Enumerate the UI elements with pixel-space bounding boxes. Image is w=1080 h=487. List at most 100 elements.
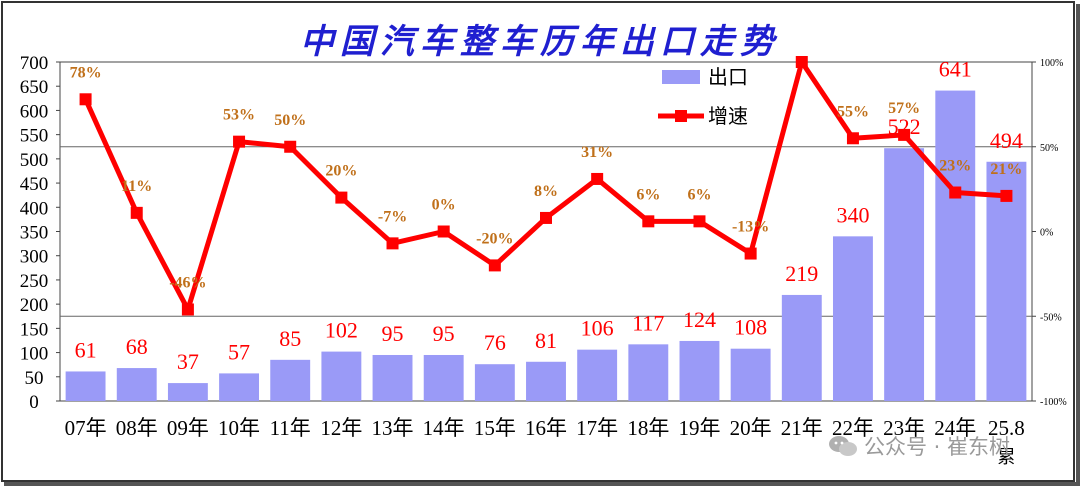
left-tick-label: 300 [20, 247, 49, 268]
bar [219, 373, 260, 401]
growth-marker [437, 225, 450, 238]
growth-label: 21% [990, 161, 1022, 178]
bar-value-label: 61 [75, 337, 97, 362]
bar-value-label: 81 [535, 328, 557, 353]
x-tick-label: 24年 [934, 416, 976, 440]
x-tick-label: 07年 [65, 416, 107, 440]
bar [270, 359, 311, 401]
growth-label: 57% [888, 100, 920, 117]
growth-label: 31% [581, 144, 613, 161]
legend-swatch-bar [662, 70, 700, 84]
bar-value-label: 95 [433, 321, 455, 346]
growth-label: 50% [274, 112, 306, 129]
growth-marker [591, 172, 604, 185]
growth-marker [79, 93, 92, 106]
growth-label: 53% [223, 107, 255, 124]
legend-label-line: 增速 [708, 105, 748, 128]
growth-label: -20% [476, 230, 513, 247]
bar [423, 354, 464, 401]
watermark-text: 公众号 · 崔东树 [864, 435, 1011, 459]
right-tick-label: 0% [1040, 228, 1053, 239]
x-tick-label: 20年 [730, 416, 772, 440]
left-tick-label: 600 [20, 101, 49, 122]
x-tick-label: 25.8 [988, 416, 1025, 440]
growth-marker [744, 247, 757, 260]
bar [372, 354, 413, 401]
x-tick-label: 11年 [270, 416, 311, 440]
x-tick-label: 23年 [883, 416, 925, 440]
growth-marker [284, 140, 297, 153]
bar-value-label: 95 [382, 321, 404, 346]
bar-value-label: 494 [990, 128, 1023, 153]
bar-value-label: 106 [581, 316, 614, 341]
left-tick-label: 50 [25, 368, 44, 389]
x-tick-label: 19年 [678, 416, 720, 440]
x-tick-label: 18年 [627, 416, 669, 440]
growth-marker [642, 215, 655, 228]
growth-label: -13% [732, 219, 769, 236]
growth-label: 20% [325, 163, 357, 180]
growth-marker [693, 215, 706, 228]
left-tick-label: 450 [20, 174, 49, 195]
left-tick-label: 400 [20, 198, 49, 219]
bar [679, 340, 720, 401]
right-tick-label: -100% [1040, 397, 1067, 408]
bar [577, 349, 618, 401]
growth-marker [488, 259, 501, 272]
growth-label: 6% [687, 186, 711, 203]
bar [628, 344, 669, 401]
x-tick-label: 22年 [832, 416, 874, 440]
left-tick-label: 250 [20, 271, 49, 292]
bar-value-label: 57 [228, 339, 250, 364]
growth-marker [386, 237, 399, 250]
growth-marker [233, 135, 246, 148]
wechat-icon [829, 436, 857, 456]
x-tick-label: 09年 [167, 416, 209, 440]
bar [321, 351, 362, 401]
left-tick-label: 500 [20, 150, 49, 171]
x-tick-sublabel: 累 [997, 447, 1015, 467]
left-tick-label: 200 [20, 295, 49, 316]
bar-value-label: 76 [484, 330, 506, 355]
growth-label: 11% [121, 178, 152, 195]
growth-label: 0% [432, 197, 456, 214]
left-tick-label: 350 [20, 223, 49, 244]
growth-label: 55% [837, 103, 869, 120]
left-tick-label: 100 [20, 344, 49, 365]
right-tick-label: 100% [1040, 58, 1063, 69]
bar [832, 236, 873, 401]
bar [730, 348, 771, 401]
growth-marker [846, 132, 859, 145]
bar-value-label: 108 [734, 315, 767, 340]
right-tick-label: 50% [1040, 143, 1058, 154]
frame-shadow-right [1076, 4, 1080, 485]
chart-title: 中国汽车整车历年出口走势 [300, 22, 780, 62]
bar-value-label: 522 [888, 114, 921, 139]
bar [167, 383, 208, 401]
bar-value-label: 124 [683, 307, 716, 332]
bar [474, 364, 515, 401]
growth-marker [130, 206, 143, 219]
frame-shadow-bottom [4, 482, 1080, 486]
left-tick-label: 0 [29, 392, 39, 413]
x-tick-label: 16年 [525, 416, 567, 440]
left-tick-label: 550 [20, 126, 49, 147]
legend-swatch-marker [675, 110, 687, 122]
x-tick-label: 12年 [320, 416, 362, 440]
x-tick-label: 14年 [423, 416, 465, 440]
bar-value-label: 68 [126, 334, 148, 359]
bar-value-label: 37 [177, 349, 199, 374]
right-tick-label: -50% [1040, 312, 1062, 323]
left-tick-label: 150 [20, 319, 49, 340]
bar-value-label: 219 [785, 261, 818, 286]
bar [935, 90, 976, 401]
watermark: 公众号 · 崔东树 [828, 428, 1010, 464]
growth-marker [181, 303, 194, 316]
x-tick-label: 17年 [576, 416, 618, 440]
bar [65, 371, 106, 401]
x-tick-label: 21年 [781, 416, 823, 440]
growth-label: -46% [169, 274, 206, 291]
bar-value-label: 340 [836, 202, 869, 227]
